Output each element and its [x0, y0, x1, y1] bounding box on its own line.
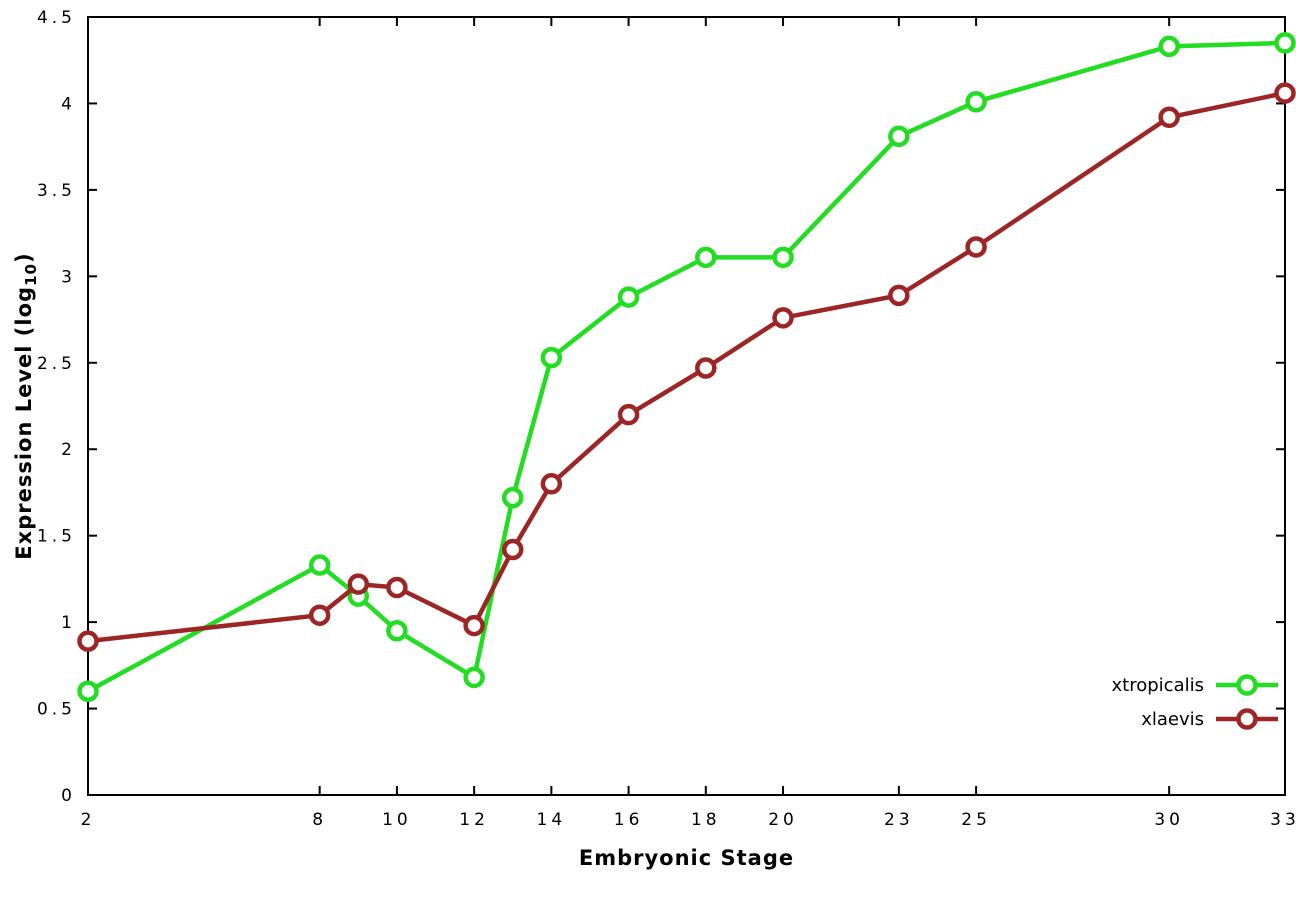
x-axis-title: Embryonic Stage: [578, 846, 795, 870]
y-tick-label: 1.5: [37, 527, 76, 547]
series-xtropicalis-marker: [617, 286, 640, 308]
y-axis-title: Expression Level (log10): [12, 252, 40, 559]
y-tick-label: 0: [61, 786, 76, 806]
series-xtropicalis-marker: [695, 246, 717, 269]
x-tick-label: 10: [382, 810, 412, 830]
y-tick-label: 1: [61, 613, 76, 633]
series-xtropicalis-marker: [1274, 32, 1296, 54]
y-tick-label: 3: [61, 267, 76, 287]
x-tick-label: 14: [537, 810, 567, 830]
series-xlaevis-marker: [386, 576, 408, 599]
series-xtropicalis-marker: [308, 554, 331, 576]
x-tick-label: 33: [1270, 810, 1296, 830]
series-xlaevis-marker: [463, 614, 485, 637]
legend-item-xlaevis: xlaevis: [1141, 706, 1280, 732]
y-axis-title-prefix: Expression Level (log: [11, 285, 36, 560]
legend-sample-xtropicalis: [1216, 674, 1278, 696]
legend-sample-xlaevis: [1216, 708, 1278, 730]
series-xlaevis-marker: [617, 403, 640, 426]
x-tick-label: 30: [1154, 810, 1184, 830]
series-xlaevis-marker: [695, 357, 717, 379]
y-tick-label: 2.5: [37, 354, 76, 374]
legend-sample-marker: [1236, 674, 1258, 696]
series-xlaevis-marker: [308, 604, 331, 626]
series-xtropicalis-marker: [77, 680, 99, 703]
series-xtropicalis-line: [85, 40, 1288, 694]
y-axis-title-suffix: ): [11, 252, 36, 263]
y-tick-label: 4.5: [37, 8, 76, 28]
series-xtropicalis-marker: [965, 90, 987, 113]
x-tick-label: 20: [768, 810, 798, 830]
series-xtropicalis-marker: [772, 246, 794, 269]
x-tick-label: 16: [614, 810, 644, 830]
x-tick-label: 12: [459, 810, 489, 830]
y-tick-label: 3.5: [37, 181, 76, 201]
x-tick-label: 18: [691, 810, 721, 830]
series-xlaevis-marker: [888, 284, 910, 307]
series-xtropicalis-marker: [386, 620, 408, 642]
series-xlaevis-marker: [540, 473, 563, 495]
legend-label-xtropicalis: xtropicalis: [1111, 674, 1204, 696]
y-tick-label: 0.5: [37, 700, 76, 720]
legend-sample-marker: [1236, 708, 1258, 730]
y-tick-label: 4: [61, 94, 76, 114]
y-axis-title-subscript: 10: [22, 262, 41, 286]
series-xtropicalis-marker: [501, 486, 524, 509]
series-xtropicalis-marker: [540, 346, 563, 369]
series-xtropicalis-marker: [463, 666, 485, 689]
series-xtropicalis-marker: [888, 125, 910, 148]
x-tick-label: 8: [312, 810, 327, 830]
series-xlaevis-line: [85, 90, 1288, 644]
x-tick-label: 23: [884, 810, 914, 830]
y-tick-label: 2: [61, 440, 76, 460]
series-xlaevis-marker: [347, 573, 370, 595]
legend-label-xlaevis: xlaevis: [1141, 708, 1204, 730]
series-xlaevis-marker: [1274, 82, 1296, 104]
legend-item-xtropicalis: xtropicalis: [1112, 672, 1280, 698]
series-xtropicalis-marker: [1158, 35, 1180, 58]
series-xlaevis-marker: [965, 236, 987, 258]
x-tick-label: 25: [961, 810, 991, 830]
series-xlaevis-marker: [501, 538, 524, 561]
x-tick-label: 2: [81, 810, 96, 830]
series-xlaevis-marker: [772, 307, 794, 329]
legend: xtropicalis xlaevis: [1112, 672, 1280, 732]
plot-border: [87, 16, 1286, 796]
series-xlaevis-marker: [1158, 106, 1180, 129]
series-xlaevis-marker: [77, 630, 99, 652]
